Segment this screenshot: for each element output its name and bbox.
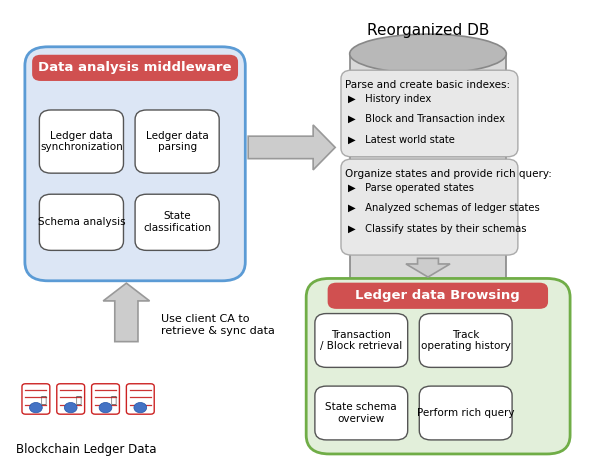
Text: Ledger data
parsing: Ledger data parsing xyxy=(146,131,209,153)
FancyBboxPatch shape xyxy=(315,386,407,440)
FancyBboxPatch shape xyxy=(25,47,245,281)
Text: ▶   Parse operated states: ▶ Parse operated states xyxy=(348,183,474,192)
Polygon shape xyxy=(103,283,149,342)
Text: ▶   Analyzed schemas of ledger states: ▶ Analyzed schemas of ledger states xyxy=(348,203,539,213)
Text: Ledger data Browsing: Ledger data Browsing xyxy=(355,289,520,302)
FancyBboxPatch shape xyxy=(127,384,154,414)
Text: Schema analysis: Schema analysis xyxy=(38,217,125,227)
Circle shape xyxy=(29,402,42,413)
FancyBboxPatch shape xyxy=(57,384,85,414)
Circle shape xyxy=(134,402,146,413)
FancyBboxPatch shape xyxy=(40,194,124,250)
FancyBboxPatch shape xyxy=(32,55,238,81)
Circle shape xyxy=(64,402,77,413)
Text: ▶   History index: ▶ History index xyxy=(348,94,431,103)
Text: State
classification: State classification xyxy=(143,212,211,233)
Text: Transaction
/ Block retrieval: Transaction / Block retrieval xyxy=(320,329,403,351)
Circle shape xyxy=(99,402,112,413)
Text: Organize states and provide rich query:: Organize states and provide rich query: xyxy=(345,169,552,179)
Text: ▶   Block and Transaction index: ▶ Block and Transaction index xyxy=(348,114,505,124)
Polygon shape xyxy=(248,125,335,170)
Ellipse shape xyxy=(350,34,506,73)
Text: ▶   Latest world state: ▶ Latest world state xyxy=(348,135,455,145)
FancyBboxPatch shape xyxy=(419,314,512,367)
Text: Data analysis middleware: Data analysis middleware xyxy=(38,61,232,74)
Ellipse shape xyxy=(350,296,506,336)
FancyBboxPatch shape xyxy=(306,278,570,454)
Polygon shape xyxy=(350,54,506,316)
Text: ▶   Classify states by their schemas: ▶ Classify states by their schemas xyxy=(348,224,526,234)
FancyBboxPatch shape xyxy=(341,70,518,157)
Text: Track
operating history: Track operating history xyxy=(421,329,511,351)
Text: ⛓: ⛓ xyxy=(40,394,46,404)
Text: Use client CA to
retrieve & sync data: Use client CA to retrieve & sync data xyxy=(161,314,275,336)
Text: Perform rich query: Perform rich query xyxy=(417,408,514,418)
FancyBboxPatch shape xyxy=(315,314,407,367)
Text: Parse and create basic indexes:: Parse and create basic indexes: xyxy=(345,80,510,90)
Text: ⛓: ⛓ xyxy=(75,394,81,404)
Text: Ledger data
synchronization: Ledger data synchronization xyxy=(40,131,123,153)
FancyBboxPatch shape xyxy=(135,194,219,250)
FancyBboxPatch shape xyxy=(40,110,124,173)
FancyBboxPatch shape xyxy=(135,110,219,173)
FancyBboxPatch shape xyxy=(341,159,518,255)
FancyBboxPatch shape xyxy=(328,283,548,309)
FancyBboxPatch shape xyxy=(92,384,119,414)
Text: State schema
overview: State schema overview xyxy=(325,402,397,424)
Text: ⛓: ⛓ xyxy=(110,394,116,404)
Text: Reorganized DB: Reorganized DB xyxy=(367,23,489,38)
FancyBboxPatch shape xyxy=(419,386,512,440)
Polygon shape xyxy=(406,258,450,277)
Text: Blockchain Ledger Data: Blockchain Ledger Data xyxy=(16,443,156,456)
FancyBboxPatch shape xyxy=(22,384,50,414)
